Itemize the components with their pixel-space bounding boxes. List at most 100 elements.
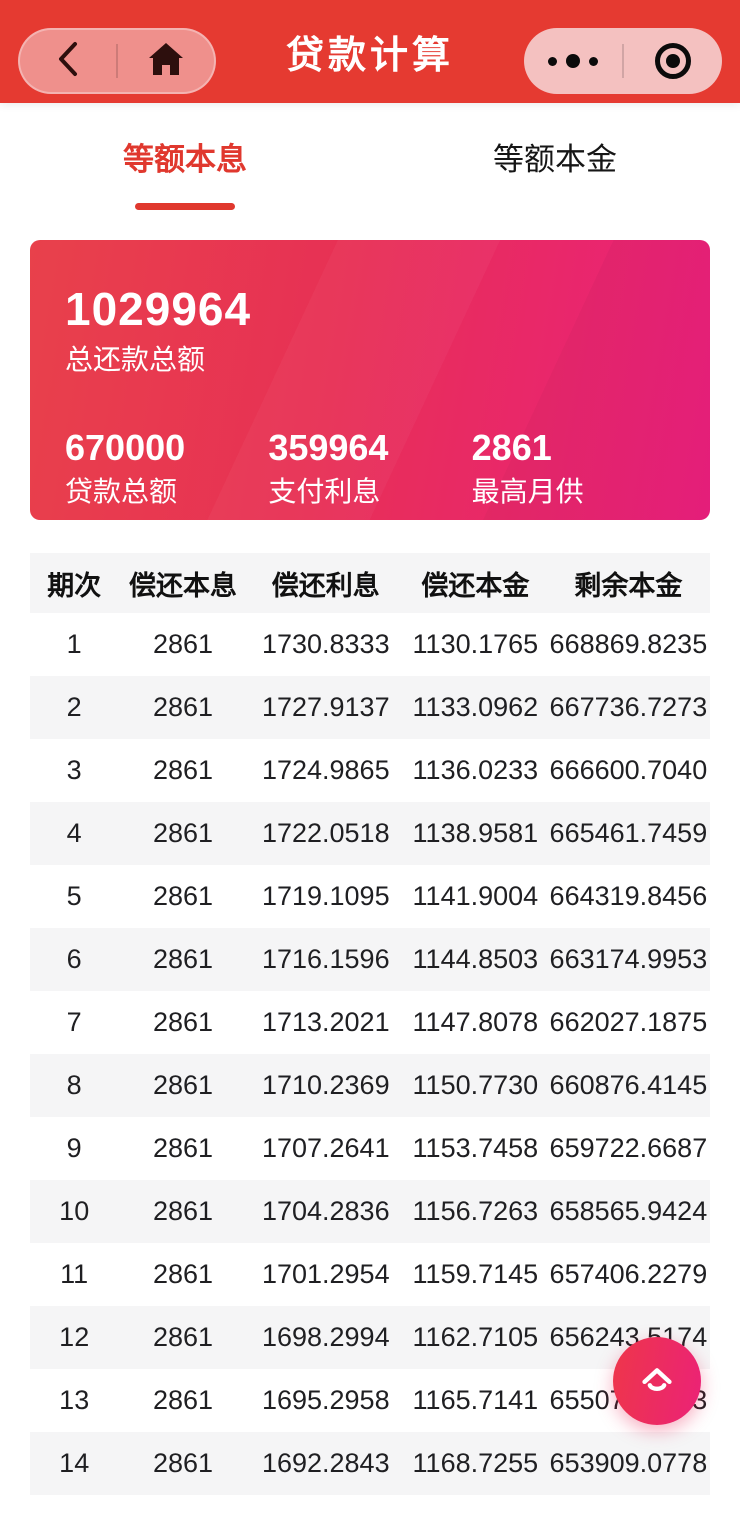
table-cell: 7 [66, 1007, 82, 1037]
back-button[interactable] [20, 30, 116, 92]
table-cell: 659722.6687 [549, 1133, 708, 1163]
table-cell: 1727.9137 [261, 692, 390, 722]
table-row: 3 2861 1724.9865 1136.0233 666600.7040 [30, 739, 710, 802]
table-cell: 2861 [152, 1133, 214, 1163]
table-cell: 658565.9424 [549, 1196, 708, 1226]
table-cell: 1707.2641 [261, 1133, 390, 1163]
table-cell: 660876.4145 [549, 1070, 708, 1100]
table-cell: 663174.9953 [549, 944, 708, 974]
active-tab-underline [135, 203, 235, 210]
interest-paid-label: 支付利息 [268, 476, 381, 507]
summary-item-max-monthly: 2861 最高月供 [472, 428, 675, 508]
table-cell: 11 [60, 1259, 89, 1289]
nav-capsule [18, 28, 216, 94]
table-cell: 1144.8503 [412, 944, 539, 974]
table-cell: 1704.2836 [261, 1196, 390, 1226]
total-repayment-label: 总还款总额 [65, 344, 206, 375]
table-cell: 1710.2369 [261, 1070, 390, 1100]
table-cell: 1136.0233 [412, 755, 539, 785]
table-cell: 657406.2279 [549, 1259, 708, 1289]
back-home-fab[interactable] [613, 1337, 701, 1425]
table-cell: 2861 [152, 1070, 214, 1100]
table-header-row: 期次 偿还本息 偿还利息 偿还本金 剩余本金 [30, 553, 710, 613]
capsule-divider [622, 44, 624, 78]
table-cell: 664319.8456 [549, 881, 708, 911]
summary-item-interest: 359964 支付利息 [268, 428, 471, 508]
table-cell: 1716.1596 [261, 944, 390, 974]
table-row: 12 2861 1698.2994 1162.7105 656243.5174 [30, 1306, 710, 1369]
table-cell: 668869.8235 [549, 629, 708, 659]
table-cell: 1147.8078 [412, 1007, 539, 1037]
table-cell: 2861 [152, 1322, 214, 1352]
tab-equal-installment[interactable]: 等额本息 [0, 143, 370, 210]
table-row: 1 2861 1730.8333 1130.1765 668869.8235 [30, 613, 710, 676]
table-cell: 1133.0962 [412, 692, 539, 722]
table-row: 9 2861 1707.2641 1153.7458 659722.6687 [30, 1117, 710, 1180]
table-cell: 8 [66, 1070, 82, 1100]
table-cell: 662027.1875 [549, 1007, 708, 1037]
home-icon [146, 40, 186, 83]
table-cell: 2861 [152, 1007, 214, 1037]
table-cell: 1153.7458 [412, 1133, 539, 1163]
table-cell: 1719.1095 [261, 881, 390, 911]
table-header-cell: 偿还本息 [118, 553, 248, 613]
table-cell: 667736.7273 [549, 692, 708, 722]
table-cell: 2861 [152, 1448, 214, 1478]
table-row: 4 2861 1722.0518 1138.9581 665461.7459 [30, 802, 710, 865]
table-cell: 1701.2954 [261, 1259, 390, 1289]
table-cell: 9 [66, 1133, 82, 1163]
table-row: 2 2861 1727.9137 1133.0962 667736.7273 [30, 676, 710, 739]
table-cell: 4 [66, 818, 82, 848]
table-cell: 5 [66, 881, 82, 911]
close-button[interactable] [624, 28, 722, 94]
table-row: 11 2861 1701.2954 1159.7145 657406.2279 [30, 1243, 710, 1306]
table-cell: 1165.7141 [412, 1385, 539, 1415]
loan-total-label: 贷款总额 [65, 476, 178, 507]
table-row: 14 2861 1692.2843 1168.7255 653909.0778 [30, 1432, 710, 1495]
tab-bar: 等额本息 等额本金 [0, 103, 740, 210]
table-cell: 1130.1765 [412, 629, 539, 659]
table-row: 6 2861 1716.1596 1144.8503 663174.9953 [30, 928, 710, 991]
table-cell: 2861 [152, 692, 214, 722]
table-cell: 1156.7263 [412, 1196, 539, 1226]
table-cell: 1141.9004 [412, 881, 539, 911]
more-button[interactable] [524, 28, 622, 94]
home-button[interactable] [118, 30, 214, 92]
table-cell: 1162.7105 [412, 1322, 539, 1352]
max-monthly-value: 2861 [471, 427, 552, 468]
table-row: 8 2861 1710.2369 1150.7730 660876.4145 [30, 1054, 710, 1117]
app-header: 贷款计算 [0, 0, 740, 103]
tab-label: 等额本金 [493, 142, 617, 177]
table-cell: 653909.0778 [549, 1448, 708, 1478]
table-cell: 1159.7145 [412, 1259, 539, 1289]
table-header-cell: 剩余本金 [546, 553, 710, 613]
table-row: 7 2861 1713.2021 1147.8078 662027.1875 [30, 991, 710, 1054]
table-cell: 2861 [152, 629, 214, 659]
table-cell: 665461.7459 [549, 818, 708, 848]
table-header-cell: 偿还本金 [403, 553, 547, 613]
table-cell: 1724.9865 [261, 755, 390, 785]
table-cell: 13 [59, 1385, 90, 1415]
table-cell: 1168.7255 [412, 1448, 539, 1478]
table-cell: 2861 [152, 944, 214, 974]
loan-total-value: 670000 [65, 427, 186, 468]
table-header-cell: 期次 [30, 553, 119, 613]
table-row: 10 2861 1704.2836 1156.7263 658565.9424 [30, 1180, 710, 1243]
tab-equal-principal[interactable]: 等额本金 [370, 143, 740, 210]
table-cell: 1698.2994 [261, 1322, 390, 1352]
record-icon [655, 43, 691, 79]
table-cell: 1695.2958 [261, 1385, 390, 1415]
table-cell: 1722.0518 [261, 818, 390, 848]
table-cell: 2861 [152, 881, 214, 911]
total-repayment-value: 1029964 [65, 283, 252, 335]
summary-item-loan-total: 670000 贷款总额 [65, 428, 268, 508]
table-cell: 14 [59, 1448, 90, 1478]
tab-label: 等额本息 [123, 142, 247, 177]
table-cell: 2861 [152, 818, 214, 848]
table-cell: 2861 [152, 755, 214, 785]
table-cell: 1730.8333 [261, 629, 390, 659]
home-return-icon [634, 1356, 680, 1407]
table-cell: 10 [59, 1196, 90, 1226]
repayment-schedule-table: 期次 偿还本息 偿还利息 偿还本金 剩余本金 1 2861 1730.8333 1130.17… [30, 553, 710, 1495]
